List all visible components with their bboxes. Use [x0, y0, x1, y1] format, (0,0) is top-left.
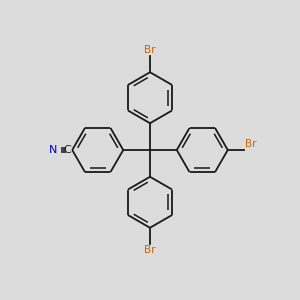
- Text: Br: Br: [144, 245, 156, 256]
- Text: C: C: [63, 145, 71, 155]
- Text: Br: Br: [144, 44, 156, 55]
- Text: N: N: [49, 145, 57, 155]
- Text: Br: Br: [245, 139, 257, 149]
